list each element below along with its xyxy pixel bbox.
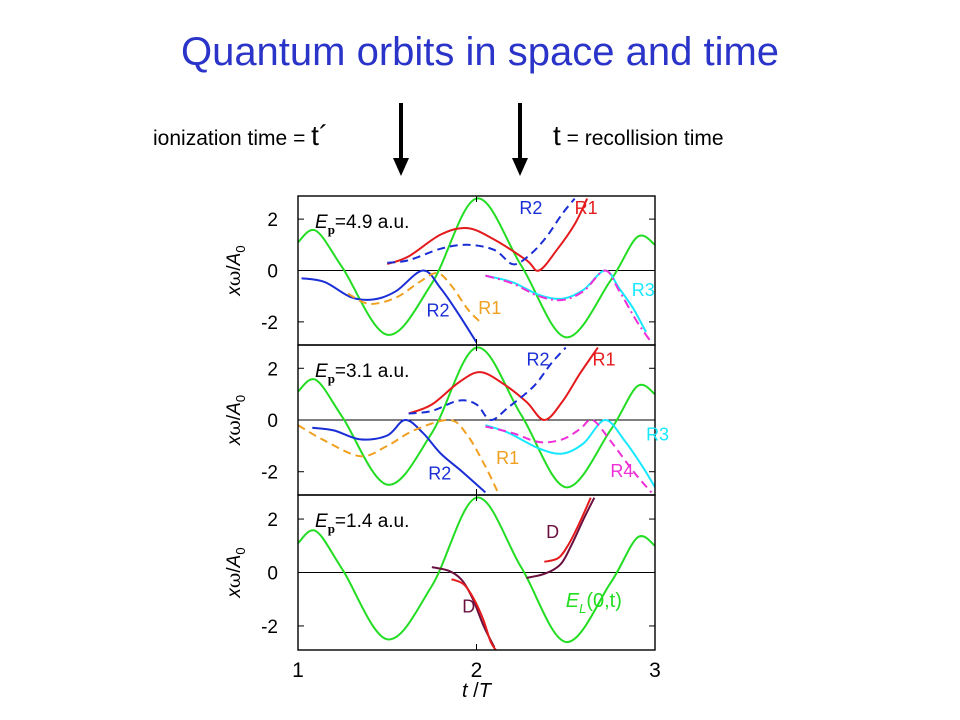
panel-label-E: E [315, 511, 328, 532]
series-line-3 [451, 578, 498, 650]
y-tick-label: -2 [261, 313, 278, 334]
y-tick-label: 2 [267, 359, 278, 380]
y-tick-label: 2 [267, 210, 278, 231]
y-axis-label: xω/A0 [223, 395, 248, 446]
field-label-sub: L [579, 601, 586, 616]
y-tick-label: 0 [267, 564, 278, 585]
ylabel-slash: / [224, 567, 245, 573]
ylabel-x: x [224, 434, 245, 446]
y-tick-label: 2 [267, 510, 278, 531]
ylabel-A: A [224, 253, 245, 267]
recollision-time-text: = recollision time [560, 127, 724, 150]
x-axis-label: t /T [462, 680, 493, 702]
ylabel-slash: / [224, 265, 245, 271]
ylabel-omega: ω [223, 271, 245, 287]
y-tick-label: 0 [267, 411, 278, 432]
series-line-6 [485, 419, 655, 488]
ylabel-sub: 0 [233, 395, 248, 402]
panel-label-E: E [315, 361, 328, 382]
series-group [298, 346, 655, 494]
panel-label-sub: p [328, 222, 335, 237]
series-line-7 [485, 418, 653, 494]
ylabel-x: x [224, 285, 245, 297]
panel-label-value: =3.1 a.u. [335, 361, 409, 382]
curve-label: R1 [478, 298, 501, 318]
ylabel-A: A [224, 555, 245, 569]
ionization-time-text: ionization time = [153, 127, 312, 150]
xlabel-t: t [462, 680, 469, 702]
x-tick-label: 2 [471, 659, 483, 682]
series-line-4 [301, 269, 478, 343]
series-line-6 [485, 269, 647, 333]
curve-label: D [546, 522, 559, 542]
y-tick-label: -2 [261, 463, 278, 484]
x-tick-label: 1 [292, 659, 304, 682]
ylabel-omega: ω [223, 573, 245, 589]
panel-label-sub: p [328, 521, 335, 536]
panel-label-value: =4.9 a.u. [335, 212, 409, 233]
curve-label: R1 [496, 448, 519, 468]
series-line-2 [386, 198, 589, 272]
ionization-time-annotation: ionization time = t´ [153, 120, 328, 152]
panel-label-sub: p [328, 371, 335, 386]
field-label-E: E [566, 590, 580, 612]
ylabel-sub: 0 [233, 245, 248, 252]
ylabel-slash: / [224, 414, 245, 420]
series-line-5 [544, 497, 592, 563]
curve-label: R2 [427, 301, 450, 321]
ylabel-x: x [224, 587, 245, 599]
panel-label: Ep=1.4 a.u. [315, 511, 409, 536]
y-tick-label: 0 [267, 262, 278, 283]
curve-label: R3 [632, 280, 655, 300]
x-tick-label: 3 [649, 659, 661, 682]
ylabel-A: A [224, 402, 245, 416]
series-line-3 [408, 346, 567, 421]
curve-label: R2 [519, 198, 542, 218]
curve-label: R4 [610, 461, 633, 481]
xlabel-slash: / [468, 680, 480, 702]
ylabel-sub: 0 [233, 547, 248, 554]
panel-label-value: =1.4 a.u. [335, 511, 409, 532]
xlabel-T: T [479, 680, 493, 702]
recollision-time-annotation: t = recollision time [553, 120, 724, 152]
y-tick-label: -2 [261, 617, 278, 638]
field-label: EL(0,t) [566, 590, 622, 616]
curve-label: D [462, 597, 475, 617]
ylabel-omega: ω [223, 420, 245, 436]
y-axis-label: xω/A0 [223, 547, 248, 598]
panel-label: Ep=3.1 a.u. [315, 361, 409, 386]
curve-label: R2 [428, 463, 451, 483]
curve-label: R2 [526, 350, 549, 370]
series-line-2 [408, 347, 599, 422]
series-line-5 [298, 418, 499, 493]
ionization-time-symbol: t´ [311, 120, 329, 151]
slide-title: Quantum orbits in space and time [180, 30, 780, 74]
panel-label-E: E [315, 212, 328, 233]
series-line-5 [347, 272, 481, 323]
recollision-time-symbol: t [553, 120, 561, 151]
curve-label: R1 [593, 350, 616, 370]
series-line-4 [312, 419, 487, 494]
panel-label: Ep=4.9 a.u. [315, 212, 409, 237]
series-line-3 [387, 197, 576, 266]
field-label-arg: (0,t) [586, 590, 622, 612]
y-axis-label: xω/A0 [223, 245, 248, 296]
series-line-4 [526, 497, 596, 579]
curve-label: R3 [646, 425, 669, 445]
curve-label: R1 [575, 198, 598, 218]
